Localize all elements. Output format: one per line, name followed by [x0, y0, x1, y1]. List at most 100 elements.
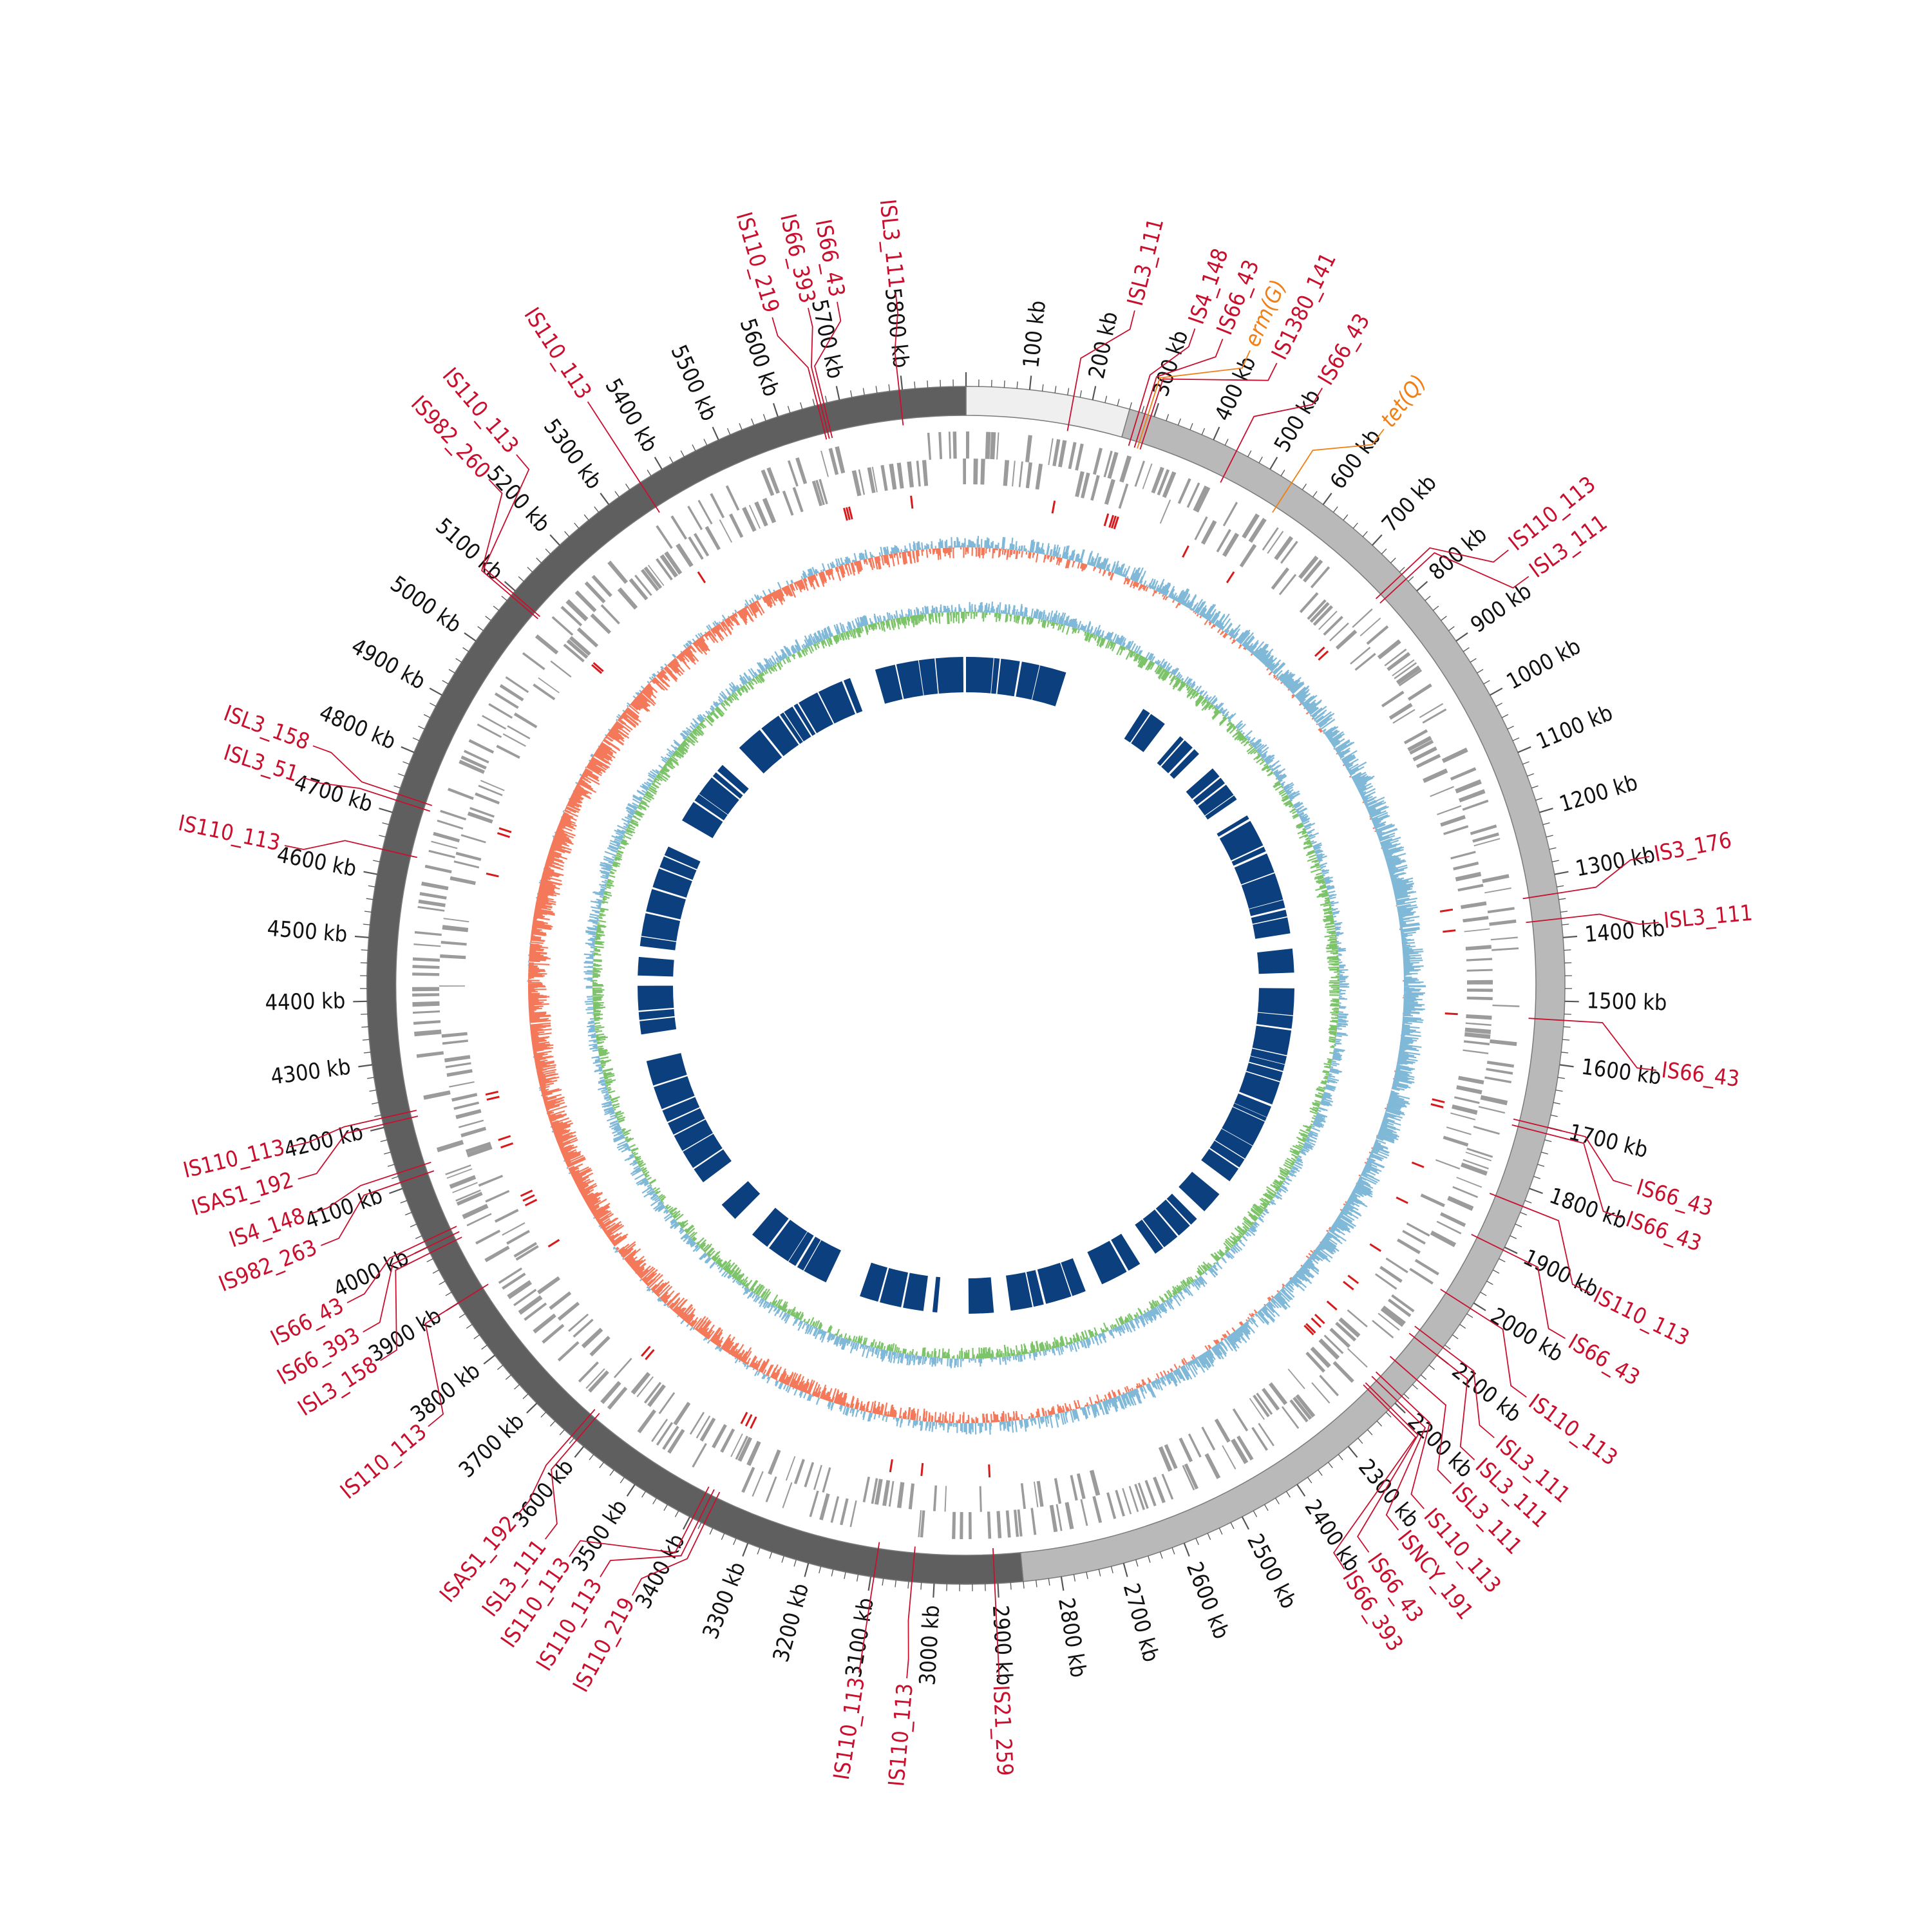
minor-tick — [1201, 428, 1206, 435]
minor-tick — [361, 949, 368, 951]
minor-tick — [1390, 557, 1396, 564]
is-marker — [1318, 650, 1329, 661]
minor-tick — [393, 785, 401, 789]
minor-tick — [1247, 450, 1252, 457]
major-tick — [1122, 1562, 1128, 1577]
major-tick — [504, 581, 516, 592]
minor-tick — [404, 1211, 412, 1216]
is-marker — [1110, 515, 1117, 529]
minor-tick — [1367, 1429, 1373, 1435]
is-marker — [1226, 571, 1235, 583]
is-marker — [522, 1194, 535, 1202]
feature-leader-line — [289, 1110, 417, 1148]
feature-leader-line — [631, 1492, 721, 1596]
minor-tick — [1477, 668, 1484, 674]
is-marker — [1303, 1325, 1314, 1336]
minor-tick — [1557, 1077, 1565, 1079]
minor-tick — [703, 439, 708, 446]
minor-tick — [362, 1039, 370, 1041]
major-tick — [1394, 1403, 1406, 1414]
minor-tick — [819, 1566, 822, 1574]
minor-tick — [1327, 1462, 1333, 1468]
feature-leader-line — [1440, 1289, 1527, 1398]
minor-tick — [1086, 1571, 1088, 1579]
is-marker — [592, 662, 604, 672]
feature-leader-line — [1357, 1382, 1419, 1553]
minor-tick — [1553, 1102, 1560, 1104]
minor-tick — [1117, 399, 1120, 406]
minor-tick — [1054, 386, 1057, 393]
minor-tick — [364, 911, 372, 913]
minor-tick — [1542, 822, 1550, 826]
minor-tick — [1141, 406, 1145, 413]
minor-tick — [1537, 1164, 1545, 1167]
feature-leader-line — [380, 1236, 462, 1361]
major-tick — [900, 375, 904, 390]
feature-leader-line — [1133, 338, 1224, 448]
feature-leader-line — [1375, 1371, 1431, 1510]
major-tick — [574, 1446, 585, 1458]
major-tick — [1371, 534, 1383, 546]
feature-leader-line — [298, 1115, 419, 1180]
kb-tick-label: 3000 kb — [914, 1604, 945, 1686]
major-tick — [464, 632, 477, 642]
minor-tick — [625, 484, 630, 490]
minor-tick — [1171, 1547, 1175, 1555]
minor-tick — [518, 576, 524, 582]
is-marker — [1305, 1323, 1316, 1334]
major-tick — [600, 493, 610, 506]
minor-tick — [400, 1200, 408, 1204]
major-tick — [1183, 1542, 1190, 1557]
feature-leader-line — [1526, 913, 1659, 925]
minor-tick — [1307, 1477, 1312, 1484]
minor-tick — [1010, 1582, 1012, 1590]
minor-tick — [384, 1151, 391, 1155]
minor-tick — [527, 567, 533, 573]
is-marker — [1439, 908, 1454, 913]
minor-tick — [1558, 898, 1566, 900]
feature-leader-line — [1522, 856, 1650, 900]
major-tick — [379, 808, 393, 813]
minor-tick — [1524, 1200, 1532, 1204]
is-marker — [744, 1414, 753, 1427]
major-tick — [1347, 1446, 1358, 1458]
major-tick — [712, 426, 719, 440]
minor-tick — [844, 1571, 846, 1579]
major-tick — [363, 871, 378, 875]
is-marker — [740, 1412, 748, 1425]
minor-tick — [418, 725, 425, 730]
major-tick — [526, 1403, 538, 1414]
minor-tick — [1470, 658, 1477, 663]
feature-leader-line — [516, 1408, 596, 1517]
minor-tick — [1535, 797, 1543, 801]
is-marker — [547, 1238, 560, 1248]
minor-tick — [907, 1581, 909, 1589]
minor-tick — [1332, 506, 1338, 513]
minor-tick — [1463, 647, 1470, 652]
minor-tick — [497, 1365, 504, 1370]
minor-tick — [1480, 1291, 1487, 1296]
minor-tick — [1533, 1176, 1541, 1179]
minor-tick — [477, 626, 484, 631]
minor-tick — [410, 1224, 417, 1227]
major-tick — [353, 1000, 368, 1003]
minor-tick — [1555, 1089, 1563, 1092]
major-tick — [483, 1354, 496, 1365]
kb-tick-label: 1500 kb — [1586, 988, 1667, 1016]
minor-tick — [1507, 725, 1514, 730]
minor-tick — [757, 1547, 761, 1555]
minor-tick — [1501, 714, 1509, 718]
minor-tick — [1499, 1258, 1506, 1262]
minor-tick — [540, 1412, 547, 1418]
major-tick — [1489, 687, 1503, 696]
minor-tick — [1159, 1551, 1163, 1559]
is-marker — [1314, 647, 1325, 657]
minor-tick — [1522, 761, 1530, 765]
is-marker — [889, 1459, 893, 1473]
is-marker — [1311, 1317, 1321, 1328]
minor-tick — [559, 1429, 565, 1435]
is-marker — [1411, 1161, 1425, 1168]
minor-tick — [1023, 1581, 1025, 1589]
minor-tick — [1098, 1569, 1101, 1577]
minor-tick — [940, 379, 942, 387]
